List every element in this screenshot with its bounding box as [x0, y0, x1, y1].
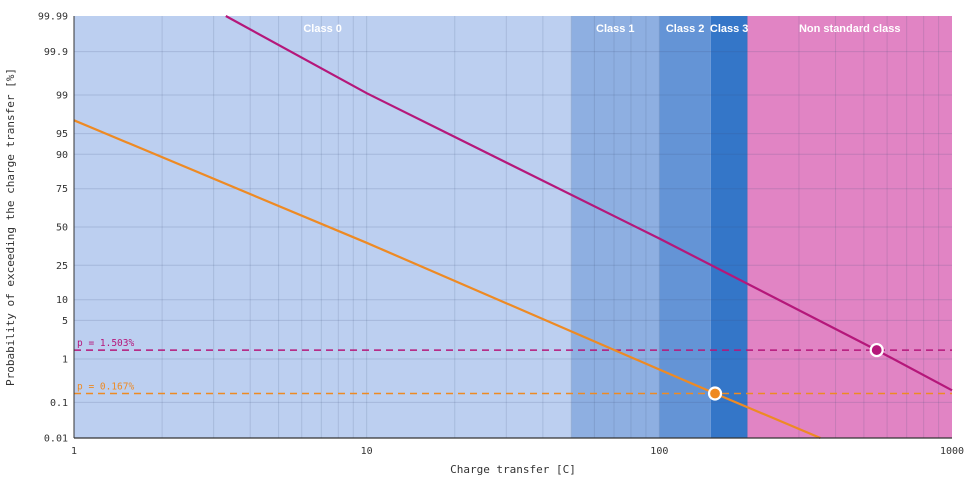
- class-band-labels: Class 0 Class 1 Class 2 Class 3 Non standard…: [303, 23, 900, 35]
- class-bands: [74, 16, 952, 438]
- y-tick-label: 95: [56, 129, 68, 140]
- class-band: [74, 16, 572, 438]
- x-tick-label: 10: [361, 446, 373, 457]
- class-band-label: Class 2: [666, 23, 705, 35]
- intersection-marker[interactable]: [707, 386, 723, 401]
- y-tick-label: 90: [56, 150, 68, 161]
- class-band-label: Class 1: [596, 23, 635, 35]
- series-line: [225, 15, 953, 392]
- y-tick-label: 10: [56, 295, 68, 306]
- y-tick-label: 0.1: [50, 398, 68, 409]
- class-band-label: Class 3: [710, 23, 749, 35]
- class-band: [571, 16, 660, 438]
- threshold-lines: p = 1.503% p = 0.167%: [74, 338, 952, 395]
- class-band: [747, 16, 952, 438]
- intersection-markers: [707, 342, 884, 401]
- y-tick-label: 99: [56, 91, 68, 102]
- series-line: [73, 119, 821, 440]
- class-band: [659, 16, 711, 438]
- grid: [74, 16, 952, 438]
- y-tick-label: 99.9: [44, 47, 68, 58]
- y-tick-label: 5: [62, 316, 68, 327]
- y-tick-label: 75: [56, 184, 68, 195]
- x-axis-label: Charge transfer [C]: [450, 463, 576, 476]
- y-tick-label: 1: [62, 354, 68, 365]
- y-axis-label: Probability of exceeding the charge tran…: [4, 68, 17, 386]
- class-band-label: Non standard class: [799, 23, 900, 35]
- class-band-label: Class 0: [303, 23, 342, 35]
- series-lines: [73, 15, 953, 440]
- y-tick-label: 50: [56, 223, 68, 234]
- y-tick-label: 0.01: [44, 434, 68, 445]
- axes: [73, 16, 952, 439]
- y-tick-label: 99.99: [38, 12, 68, 23]
- threshold-label: p = 1.503%: [77, 338, 134, 349]
- x-tick-label: 1000: [940, 446, 964, 457]
- intersection-marker[interactable]: [869, 342, 884, 358]
- x-tick-label: 1: [71, 446, 77, 457]
- x-tick-label: 100: [650, 446, 668, 457]
- y-tick-label: 25: [56, 261, 68, 272]
- threshold-label: p = 0.167%: [77, 381, 134, 392]
- class-band: [710, 16, 748, 438]
